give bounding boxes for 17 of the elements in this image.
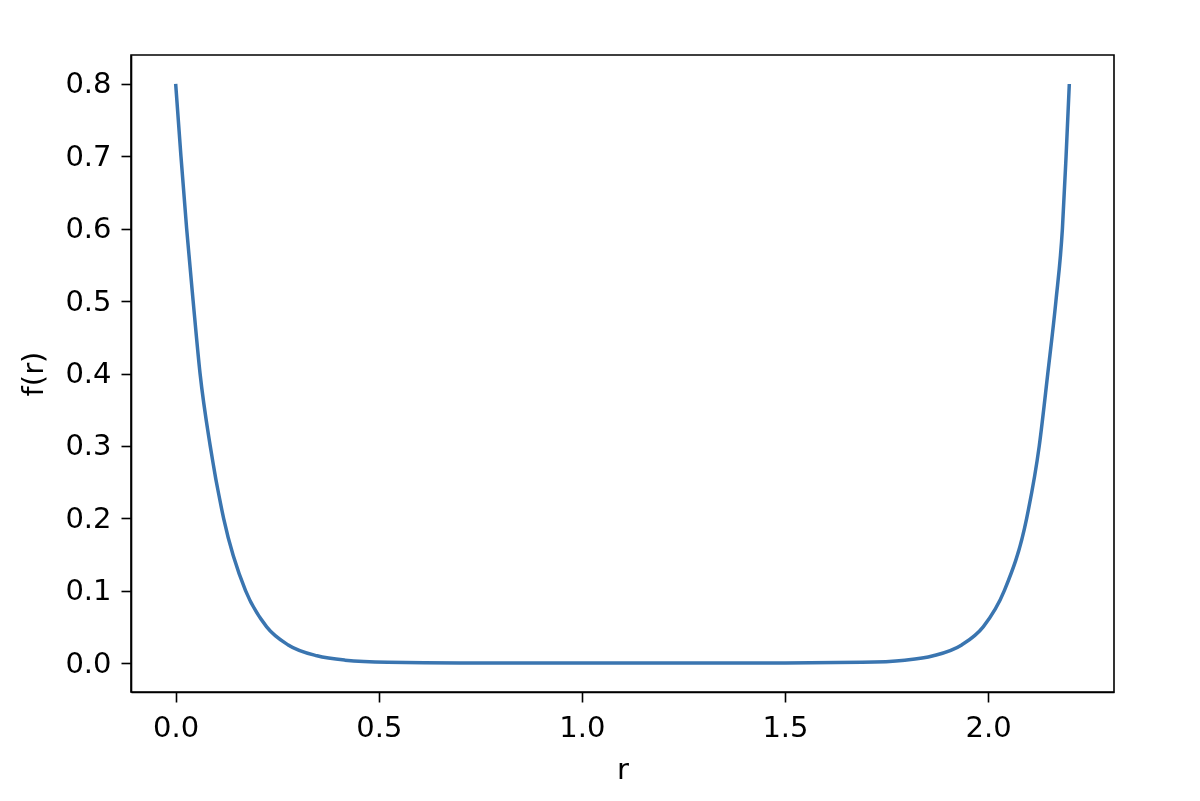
x-tick-label: 0.5 (356, 709, 403, 744)
x-axis-title: r (617, 751, 630, 786)
y-tick-label: 0.5 (65, 283, 112, 318)
y-tick-label: 0.6 (65, 211, 112, 246)
y-tick-label: 0.8 (65, 66, 112, 101)
y-tick-label: 0.3 (65, 428, 112, 463)
x-tick-label: 2.0 (965, 709, 1012, 744)
line-series (173, 82, 1072, 665)
y-tick-label: 0.1 (65, 573, 112, 608)
y-tick-label: 0.2 (65, 500, 112, 535)
y-axis-title: f(r) (16, 351, 51, 397)
y-tick-label: 0.0 (65, 645, 112, 680)
x-tick-label: 1.5 (762, 709, 809, 744)
y-tick-label: 0.4 (65, 356, 112, 390)
y-tick-label: 0.7 (65, 138, 112, 173)
x-tick-label: 1.0 (559, 709, 606, 744)
x-tick-label: 0.0 (153, 709, 200, 744)
